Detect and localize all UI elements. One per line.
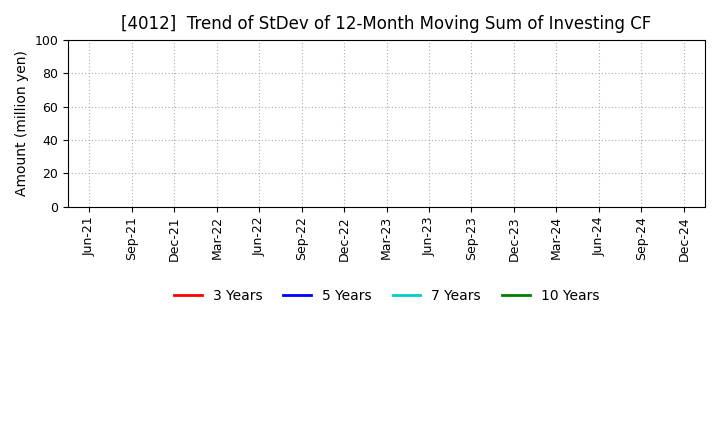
Legend: 3 Years, 5 Years, 7 Years, 10 Years: 3 Years, 5 Years, 7 Years, 10 Years xyxy=(168,283,605,308)
Title: [4012]  Trend of StDev of 12-Month Moving Sum of Investing CF: [4012] Trend of StDev of 12-Month Moving… xyxy=(122,15,652,33)
Y-axis label: Amount (million yen): Amount (million yen) xyxy=(15,51,29,196)
